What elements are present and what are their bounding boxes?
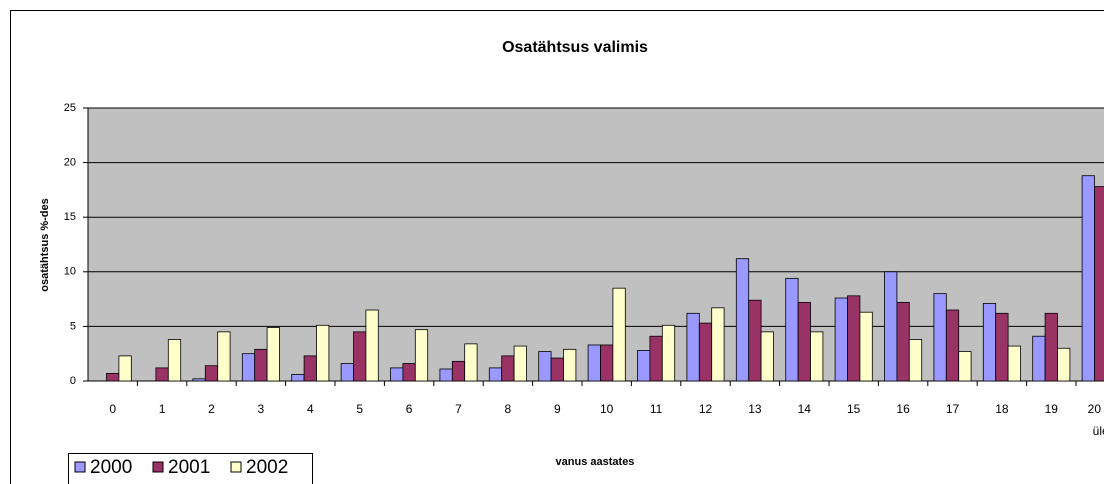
bar xyxy=(439,368,453,382)
x-tick-label: 16 xyxy=(896,402,910,416)
x-tick-label: 2 xyxy=(208,402,215,416)
bar xyxy=(266,327,280,382)
bar xyxy=(291,374,305,382)
bar xyxy=(340,363,354,382)
bar xyxy=(550,357,564,382)
bar xyxy=(488,367,503,382)
bar xyxy=(810,331,824,382)
x-tick-label: 10 xyxy=(600,402,614,416)
y-axis-label: osatähtsus %-des xyxy=(39,198,51,292)
bar xyxy=(797,301,811,382)
bar xyxy=(1081,175,1095,382)
bar xyxy=(204,365,219,382)
y-tick-label: 25 xyxy=(64,102,76,114)
bar xyxy=(1007,345,1021,382)
bar xyxy=(908,339,923,382)
bar xyxy=(760,331,774,382)
x-tick-label: 14 xyxy=(797,402,811,416)
x-axis-label: vanus aastates xyxy=(556,456,635,468)
x-tick-label: 7 xyxy=(455,402,462,416)
bar xyxy=(538,351,552,382)
legend-label: 2001 xyxy=(168,457,210,478)
bar xyxy=(1057,347,1071,382)
bar xyxy=(106,372,120,382)
bar xyxy=(661,324,676,382)
bar xyxy=(649,335,663,382)
y-tick-label: 20 xyxy=(64,157,76,169)
x-tick-label: 15 xyxy=(847,402,861,416)
x-tick-label: 0 xyxy=(109,402,117,416)
bar xyxy=(402,363,416,382)
bar xyxy=(167,339,182,382)
bar xyxy=(353,331,367,382)
bar xyxy=(390,367,404,382)
bar xyxy=(686,312,700,382)
bar xyxy=(847,295,861,382)
bar xyxy=(587,344,601,382)
bar xyxy=(958,351,972,382)
legend-label: 2000 xyxy=(90,457,132,478)
x-tick-label: 13 xyxy=(748,402,762,416)
bar xyxy=(1032,335,1046,382)
y-tick-label: 15 xyxy=(64,211,76,223)
bar xyxy=(748,299,762,382)
x-tick-label: 1 xyxy=(158,402,166,416)
bar xyxy=(464,343,478,382)
bar xyxy=(1094,186,1104,382)
x-tick-label: 3 xyxy=(257,402,265,416)
x-tick-label: 9 xyxy=(553,402,561,416)
bar xyxy=(1044,312,1058,382)
bar xyxy=(698,322,713,382)
bar xyxy=(316,324,330,382)
y-tick-label: 5 xyxy=(70,320,76,332)
bar xyxy=(217,331,231,382)
legend-swatch xyxy=(230,461,242,473)
legend-swatch xyxy=(152,461,164,473)
bar xyxy=(945,309,960,382)
bar xyxy=(735,258,750,382)
x-tick-label: 17 xyxy=(945,402,960,416)
bar xyxy=(600,344,614,382)
legend-label: 2002 xyxy=(246,457,288,478)
y-tick-label: 10 xyxy=(64,266,76,278)
chart-title: Osatähtsus valimis xyxy=(502,39,648,56)
bar xyxy=(785,277,799,382)
bar xyxy=(513,345,527,382)
x-tick-label: 20 ja üle xyxy=(1087,402,1104,438)
bar xyxy=(303,355,317,382)
bar xyxy=(118,355,132,382)
bar xyxy=(414,329,429,382)
bar xyxy=(192,378,206,382)
bar xyxy=(501,355,515,382)
x-tick-label: 19 xyxy=(1044,402,1058,416)
bar xyxy=(451,360,466,382)
bar xyxy=(834,297,848,382)
bar xyxy=(884,271,898,382)
bar xyxy=(995,312,1009,382)
bar xyxy=(637,350,651,382)
legend-swatch xyxy=(74,461,86,473)
x-tick-label: 11 xyxy=(649,402,663,416)
x-tick-label: 12 xyxy=(698,402,713,416)
bar xyxy=(933,293,947,382)
x-tick-label: 4 xyxy=(306,402,314,416)
bar xyxy=(859,311,873,382)
bar xyxy=(612,287,626,382)
bar xyxy=(241,353,256,382)
y-tick-label: 0 xyxy=(70,375,76,387)
bar xyxy=(254,348,268,382)
x-tick-label: 18 xyxy=(995,402,1009,416)
bar xyxy=(896,301,910,382)
x-tick-label: 6 xyxy=(405,402,413,416)
bar xyxy=(982,303,997,382)
bar xyxy=(563,348,577,382)
bar xyxy=(365,309,379,382)
bar xyxy=(155,367,169,382)
x-tick-label: 5 xyxy=(356,402,364,416)
bar xyxy=(711,307,725,382)
legend-box xyxy=(68,453,313,484)
x-tick-label: 8 xyxy=(504,402,512,416)
